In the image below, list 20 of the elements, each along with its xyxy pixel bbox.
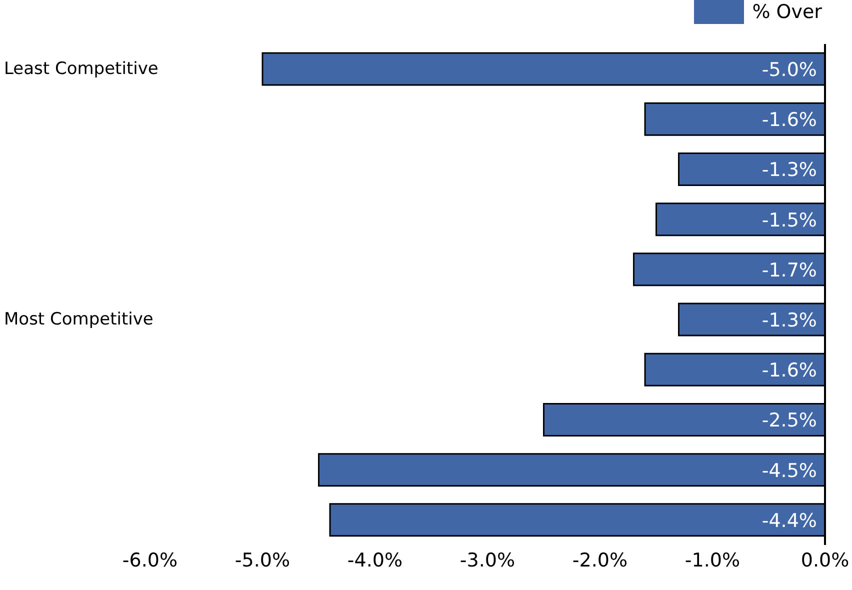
x-tick-label: 0.0% <box>800 549 850 572</box>
x-tick-label: -3.0% <box>460 549 516 572</box>
data-label: -4.5% <box>762 460 817 482</box>
x-tick-label: -4.0% <box>347 549 403 572</box>
legend-label: % Over <box>752 1 822 23</box>
x-tick-label: -6.0% <box>122 549 178 572</box>
data-label: -1.3% <box>762 159 817 182</box>
x-tick-label: -2.0% <box>572 549 628 572</box>
data-label: -2.5% <box>762 410 817 432</box>
data-label: -1.3% <box>762 310 817 332</box>
x-tick-label: -1.0% <box>684 549 740 572</box>
y-tick-label: Least Competitive <box>4 59 158 80</box>
data-label: -1.7% <box>762 259 817 282</box>
data-label: -1.6% <box>762 109 817 132</box>
data-label: -1.5% <box>762 209 817 232</box>
y-tick-label: Most Competitive <box>4 310 154 330</box>
x-tick-label: -5.0% <box>234 549 290 572</box>
data-label: -1.6% <box>762 360 817 382</box>
data-label: -4.4% <box>762 510 817 532</box>
data-label: -5.0% <box>762 59 817 82</box>
